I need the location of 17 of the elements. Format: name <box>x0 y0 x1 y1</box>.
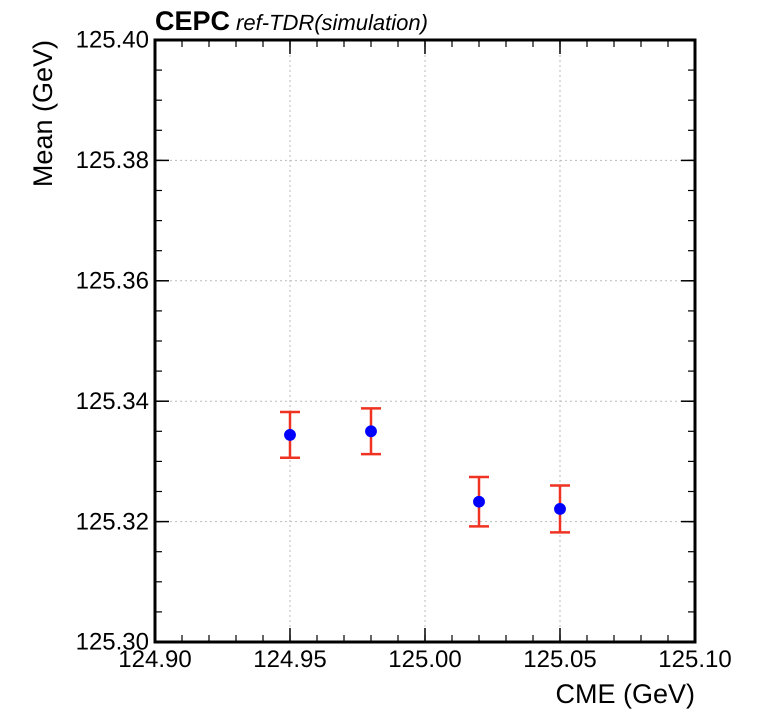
y-tick-label: 125.40 <box>76 26 149 54</box>
x-axis-title: CME (GeV) <box>555 679 695 709</box>
chart-subtitle: ref-TDR(simulation) <box>236 10 428 35</box>
chart-title: CEPC <box>155 6 230 36</box>
x-tick-label: 125.05 <box>523 646 597 674</box>
point <box>473 496 485 508</box>
x-tick-label: 125.00 <box>388 646 462 674</box>
point <box>365 425 377 438</box>
point <box>554 503 566 515</box>
y-tick-label: 125.32 <box>76 508 149 536</box>
y-tick-label: 125.38 <box>76 147 149 174</box>
y-tick-label: 125.36 <box>76 267 149 294</box>
y-tick-label: 125.34 <box>76 388 149 415</box>
y-axis-title: Mean (GeV) <box>28 40 58 188</box>
point <box>284 429 296 441</box>
x-tick-label: 125.10 <box>658 646 732 674</box>
x-tick-label: 124.95 <box>253 646 327 674</box>
